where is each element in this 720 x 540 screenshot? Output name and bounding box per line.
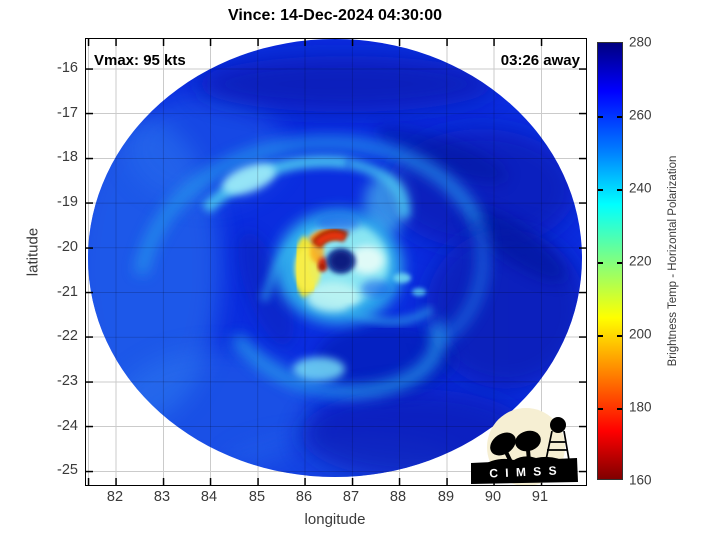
colorbar [597, 42, 623, 480]
y-tick-label: -16 [57, 60, 78, 76]
spiral-band-south [231, 319, 445, 398]
axis-ticks-top [86, 39, 586, 46]
y-tick-label: -23 [57, 373, 78, 389]
colorbar-tick-label: 160 [629, 472, 652, 488]
y-tick-label: -25 [57, 462, 78, 478]
x-tick-label: 89 [437, 489, 455, 505]
colorbar-tick-label: 220 [629, 253, 652, 269]
vmax-annotation: Vmax: 95 kts [94, 52, 186, 69]
y-tick-label: -24 [57, 418, 78, 434]
axis-ticks-left [86, 39, 93, 485]
satellite-dish-icons [490, 430, 541, 463]
colorbar-tick [617, 189, 622, 191]
water-tower-icon [545, 430, 570, 461]
colorbar-tick [598, 116, 603, 118]
x-tick-label: 85 [248, 489, 266, 505]
x-axis-label: longitude [304, 511, 366, 528]
logo-text: C I M S S [489, 463, 559, 480]
plot-area: C I M S S Vmax: 95 kts 03:26 away [85, 38, 587, 486]
x-tick-label: 88 [389, 489, 407, 505]
colorbar-tick-label: 260 [629, 107, 652, 123]
colorbar-tick [617, 408, 622, 410]
colorbar-tick [598, 262, 603, 264]
y-tick-label: -19 [57, 194, 78, 210]
colorbar-tick [598, 335, 603, 337]
y-tick-label: -22 [57, 328, 78, 344]
cimss-logo: C I M S S [471, 408, 578, 485]
grid-overlay-horizontal [88, 68, 582, 472]
axis-ticks-bottom [86, 478, 586, 485]
x-tick-label: 82 [106, 489, 124, 505]
colorbar-tick-label: 200 [629, 326, 652, 342]
y-tick-label: -21 [57, 284, 78, 300]
x-tick-label: 87 [342, 489, 360, 505]
page-title: Vince: 14-Dec-2024 04:30:00 [227, 7, 443, 24]
colorbar-tick [598, 189, 603, 191]
microwave-swath-image [88, 39, 582, 477]
logo-banner [471, 458, 578, 484]
colorbar-tick-label: 280 [629, 34, 652, 50]
colorbar-title: Brightness Temp - Horizontal Polarizatio… [667, 155, 679, 367]
x-tick-label: 86 [295, 489, 313, 505]
colorbar-tick [617, 262, 622, 264]
spiral-band-north [134, 136, 484, 276]
grid-overlay-vertical [115, 39, 542, 477]
x-tick-label: 91 [531, 489, 549, 505]
colorbar-tick [617, 116, 622, 118]
colorbar-tick [617, 335, 622, 337]
y-tick-label: -18 [57, 149, 78, 165]
x-tick-label: 90 [484, 489, 502, 505]
axis-ticks-right [579, 39, 586, 485]
colorbar-tick-label: 180 [629, 399, 652, 415]
y-tick-label: -17 [57, 105, 78, 121]
colorbar-tick-label: 240 [629, 180, 652, 196]
x-tick-label: 83 [153, 489, 171, 505]
y-axis-label: latitude [24, 227, 42, 277]
y-tick-label: -20 [57, 239, 78, 255]
eyewall-red-arc [314, 232, 346, 247]
eta-annotation: 03:26 away [500, 52, 580, 69]
x-tick-label: 84 [200, 489, 218, 505]
colorbar-tick [598, 408, 603, 410]
